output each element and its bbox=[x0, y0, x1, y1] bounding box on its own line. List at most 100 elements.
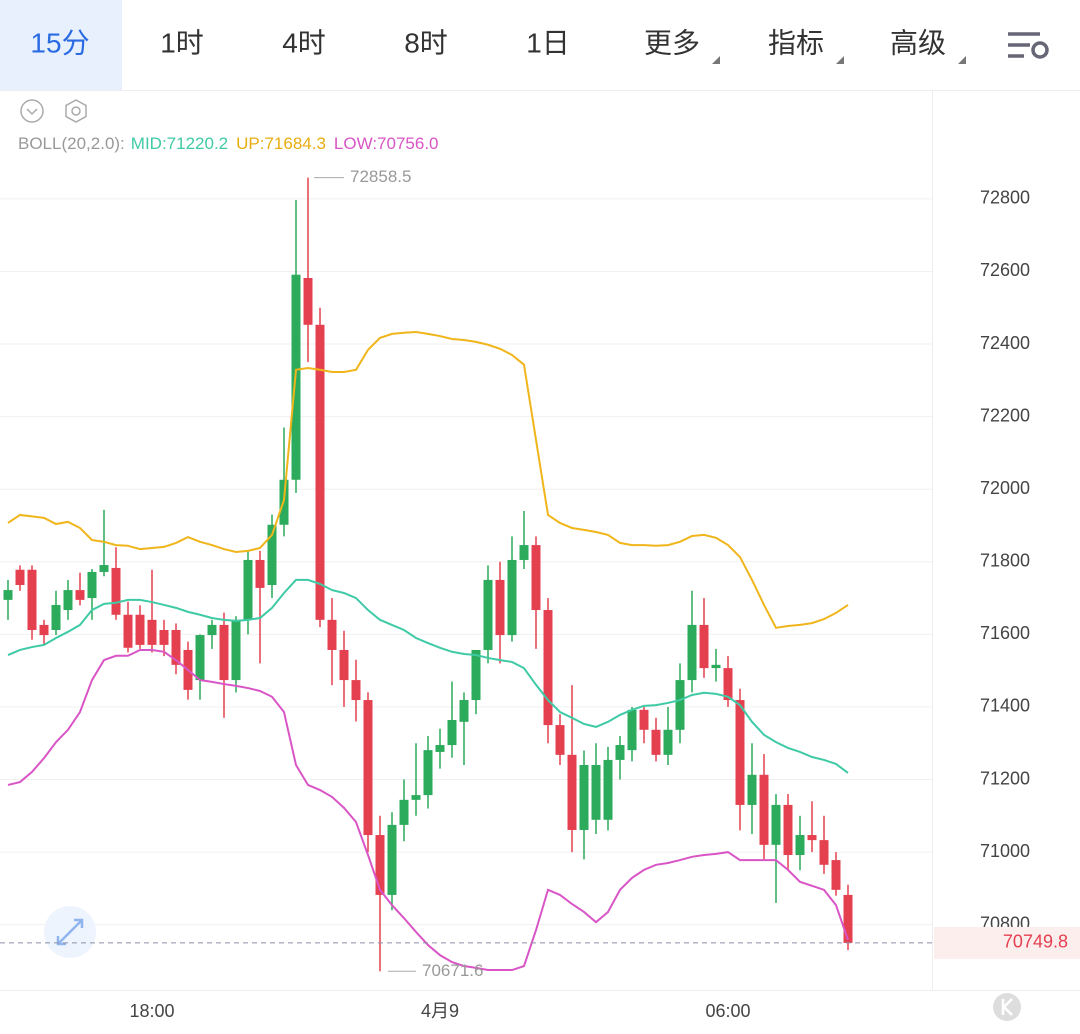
candle-body bbox=[243, 559, 253, 620]
candle-body bbox=[495, 579, 505, 636]
tab[interactable]: 指标 bbox=[768, 27, 824, 58]
candle-body bbox=[375, 835, 385, 895]
band-line bbox=[7, 578, 849, 774]
candle-body bbox=[819, 840, 829, 865]
indicator-up: UP:71684.3 bbox=[236, 134, 326, 153]
candle-body bbox=[39, 624, 49, 636]
candle-body bbox=[303, 277, 313, 325]
tab[interactable]: 4时 bbox=[282, 27, 326, 58]
candle-body bbox=[507, 559, 517, 636]
candle-body bbox=[591, 765, 601, 820]
settings-hex-dot bbox=[71, 106, 81, 116]
candle-body bbox=[147, 619, 157, 645]
candle-body bbox=[63, 590, 73, 611]
low-marker-label: 70671.6 bbox=[422, 961, 483, 980]
candle-body bbox=[615, 745, 625, 760]
candle-body bbox=[315, 324, 325, 620]
candle-body bbox=[567, 754, 577, 830]
candle-body bbox=[543, 610, 553, 726]
candle-body bbox=[627, 709, 637, 751]
candle-body bbox=[519, 545, 529, 560]
y-tick-label: 71400 bbox=[980, 696, 1030, 716]
candle-body bbox=[99, 565, 109, 572]
candle-body bbox=[351, 680, 361, 701]
y-tick-label: 72000 bbox=[980, 478, 1030, 498]
candle-body bbox=[231, 619, 241, 681]
candle-body bbox=[3, 590, 13, 600]
candle-body bbox=[531, 545, 541, 611]
tab[interactable]: 15分 bbox=[30, 27, 89, 58]
candle-body bbox=[423, 750, 433, 796]
candle-body bbox=[759, 774, 769, 845]
active-tab-bg bbox=[0, 0, 122, 90]
y-tick-label: 71600 bbox=[980, 623, 1030, 643]
candle-body bbox=[483, 579, 493, 650]
collapse-icon-chevron bbox=[26, 108, 38, 116]
collapse-icon[interactable] bbox=[20, 99, 44, 123]
candle-body bbox=[687, 624, 697, 681]
candle-body bbox=[843, 894, 853, 943]
candle-body bbox=[399, 799, 409, 825]
tab[interactable]: 更多 bbox=[644, 27, 700, 58]
candle-body bbox=[411, 795, 421, 800]
tab[interactable]: 1时 bbox=[160, 27, 204, 58]
dropdown-caret bbox=[712, 56, 966, 64]
candle-body bbox=[339, 649, 349, 681]
settings-icon[interactable] bbox=[1008, 32, 1049, 59]
candle-body bbox=[771, 804, 781, 845]
candle-body bbox=[87, 571, 97, 599]
candle-body bbox=[735, 700, 745, 805]
candle-body bbox=[195, 635, 205, 681]
y-tick-label: 71000 bbox=[980, 841, 1030, 861]
candle-body bbox=[795, 835, 805, 855]
candle-body bbox=[435, 745, 445, 752]
tab[interactable]: 1日 bbox=[526, 27, 570, 58]
candle-body bbox=[27, 569, 37, 630]
candle-body bbox=[783, 804, 793, 855]
candle-body bbox=[555, 725, 565, 755]
x-tick-label: 18:00 bbox=[129, 1001, 174, 1021]
candle-body bbox=[207, 624, 217, 636]
k-button[interactable] bbox=[993, 993, 1021, 1021]
indicator-mid: MID:71220.2 bbox=[131, 134, 228, 153]
candle-body bbox=[663, 729, 673, 755]
settings-hex-icon[interactable] bbox=[65, 99, 87, 123]
candle-body bbox=[711, 664, 721, 669]
candle-body bbox=[459, 700, 469, 722]
candle-body bbox=[75, 590, 85, 600]
tab[interactable]: 高级 bbox=[890, 27, 946, 58]
tab[interactable]: 8时 bbox=[404, 27, 448, 58]
candle-body bbox=[123, 614, 133, 648]
candle-body bbox=[363, 700, 373, 836]
last-price-box bbox=[934, 926, 1080, 959]
y-tick-label: 72400 bbox=[980, 333, 1030, 353]
k-button-icon bbox=[1001, 998, 1013, 1016]
candle-body bbox=[699, 624, 709, 669]
candle-body bbox=[159, 630, 169, 645]
y-tick-label: 72800 bbox=[980, 188, 1030, 208]
candle-body bbox=[675, 680, 685, 730]
candle-body bbox=[807, 835, 817, 841]
candle-body bbox=[255, 559, 265, 588]
candle-body bbox=[387, 824, 397, 895]
indicator-low: LOW:70756.0 bbox=[334, 134, 439, 153]
last-price-label: 70749.8 bbox=[1003, 932, 1068, 952]
y-tick-label: 71200 bbox=[980, 768, 1030, 788]
candle-body bbox=[471, 649, 481, 701]
candle-body bbox=[171, 630, 181, 665]
y-tick-label: 72200 bbox=[980, 405, 1030, 425]
candle-body bbox=[327, 619, 337, 650]
candle-body bbox=[747, 774, 757, 805]
candle-body bbox=[219, 624, 229, 681]
candle-body bbox=[111, 567, 121, 615]
candle-body bbox=[723, 668, 733, 701]
y-tick-label: 72600 bbox=[980, 260, 1030, 280]
candle-body bbox=[603, 759, 613, 820]
y-tick-label: 71800 bbox=[980, 551, 1030, 571]
candle-body bbox=[447, 720, 457, 746]
high-marker-label: 72858.5 bbox=[350, 167, 411, 186]
candle-body bbox=[15, 569, 25, 585]
plot: 7080071000712007140071600718007200072200… bbox=[0, 167, 1030, 1021]
x-tick-label: 06:00 bbox=[705, 1001, 750, 1021]
